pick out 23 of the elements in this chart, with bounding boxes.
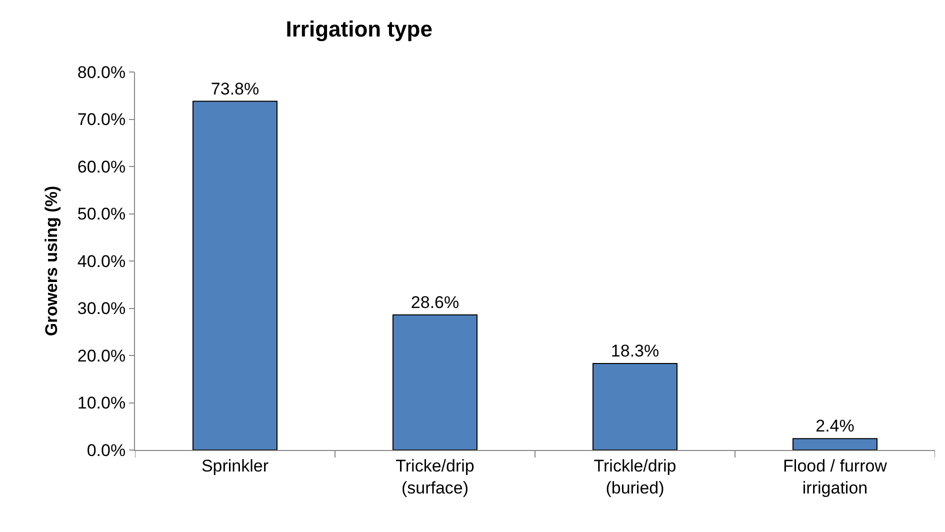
y-tick-label: 0.0% [86,440,126,460]
data-label: 18.3% [610,342,660,361]
y-axis-title: Growers using (%) [42,186,61,336]
bar [792,438,878,450]
y-tick-label: 80.0% [77,62,126,82]
x-tick-label: Tricke/drip (surface) [396,456,474,498]
y-tick-label: 30.0% [77,299,126,318]
bar [192,100,278,450]
bar [392,314,478,450]
bar [592,363,678,450]
data-label: 73.8% [210,79,260,98]
y-tick-label: 70.0% [77,110,126,130]
x-tick-label: Sprinkler [201,456,269,476]
y-tick-label: 10.0% [77,394,126,413]
data-label: 2.4% [816,416,854,436]
x-tick-label: Flood / furrow irrigation [783,456,888,498]
y-tick-label: 20.0% [77,346,126,366]
y-tick-label: 50.0% [77,204,126,224]
y-tick-label: 60.0% [77,157,126,176]
x-tick-label: Trickle/drip (buried) [594,456,676,498]
data-label: 28.6% [410,292,460,312]
y-tick-label: 40.0% [77,252,126,271]
chart-title: Irrigation type [286,16,432,42]
